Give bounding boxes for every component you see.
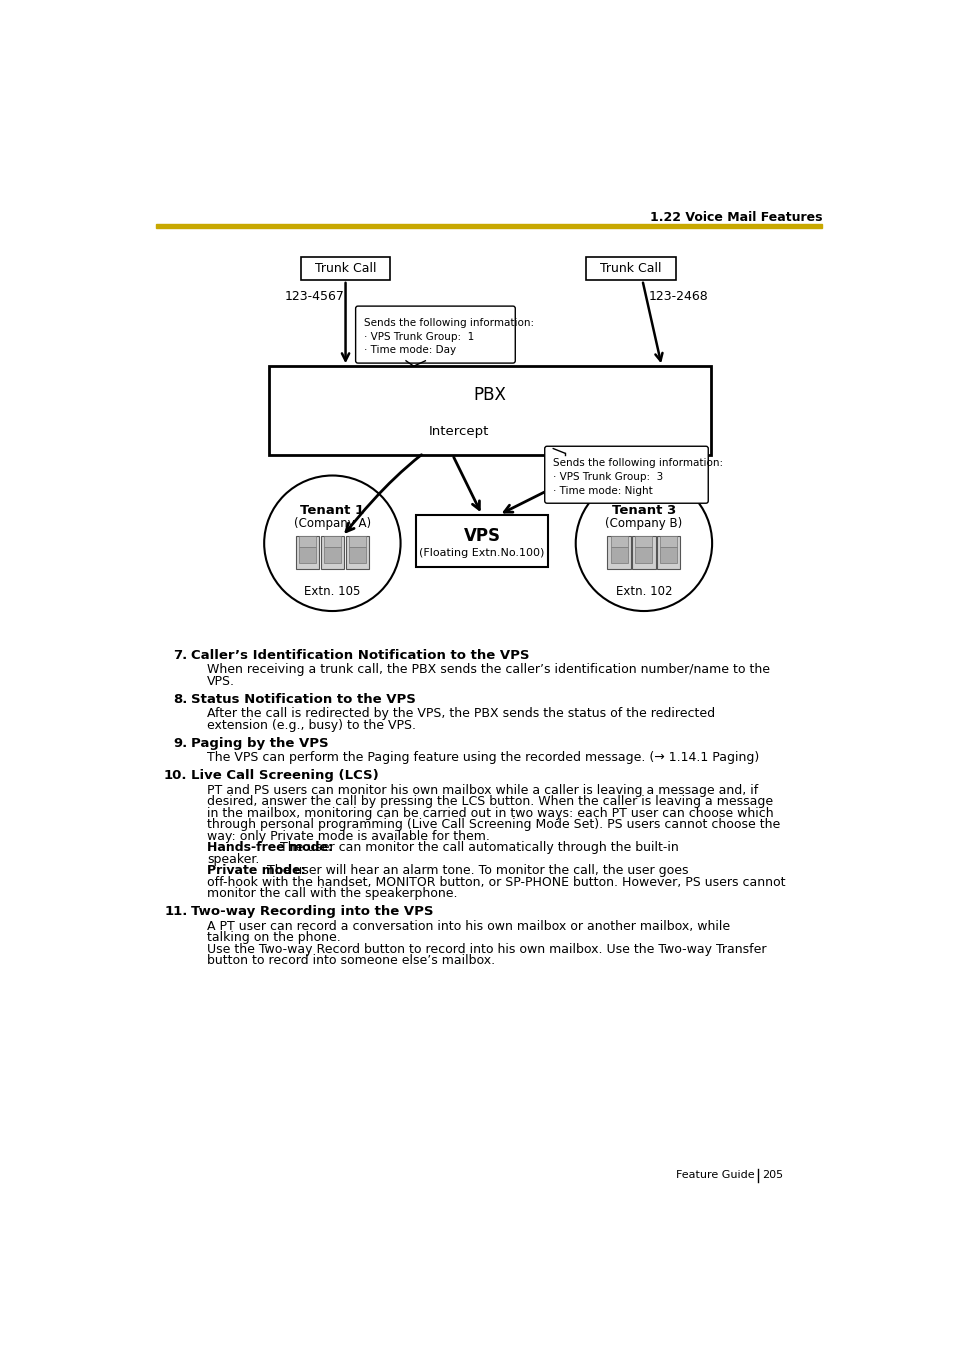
Text: speaker.: speaker. [207, 852, 259, 866]
Text: (Company A): (Company A) [294, 516, 371, 530]
Text: 205: 205 [761, 1170, 782, 1181]
Text: monitor the call with the speakerphone.: monitor the call with the speakerphone. [207, 888, 456, 901]
Text: The VPS can perform the Paging feature using the recorded message. (→ 1.14.1 Pag: The VPS can perform the Paging feature u… [207, 751, 759, 765]
FancyBboxPatch shape [610, 536, 627, 547]
FancyBboxPatch shape [295, 535, 319, 570]
Text: 8.: 8. [172, 693, 187, 705]
FancyBboxPatch shape [320, 535, 344, 570]
Text: Trunk Call: Trunk Call [314, 262, 375, 274]
Text: extension (e.g., busy) to the VPS.: extension (e.g., busy) to the VPS. [207, 719, 416, 732]
Text: · VPS Trunk Group:  3: · VPS Trunk Group: 3 [553, 471, 662, 482]
Text: Hands-free mode:: Hands-free mode: [207, 842, 333, 854]
FancyBboxPatch shape [607, 535, 630, 570]
FancyBboxPatch shape [269, 366, 710, 455]
FancyBboxPatch shape [610, 547, 627, 562]
FancyBboxPatch shape [659, 547, 677, 562]
Text: Intercept: Intercept [428, 426, 488, 438]
FancyBboxPatch shape [323, 536, 340, 547]
Text: When receiving a trunk call, the PBX sends the caller’s identification number/na: When receiving a trunk call, the PBX sen… [207, 663, 769, 677]
Text: Tenant 1: Tenant 1 [300, 504, 364, 517]
Text: 9.: 9. [173, 736, 187, 750]
Text: 1.22 Voice Mail Features: 1.22 Voice Mail Features [649, 211, 821, 224]
Text: Feature Guide: Feature Guide [676, 1170, 754, 1181]
Text: Use the Two-way Record button to record into his own mailbox. Use the Two-way Tr: Use the Two-way Record button to record … [207, 943, 765, 957]
Text: Paging by the VPS: Paging by the VPS [191, 736, 328, 750]
FancyBboxPatch shape [348, 536, 365, 547]
FancyBboxPatch shape [544, 446, 707, 503]
FancyBboxPatch shape [345, 535, 369, 570]
FancyBboxPatch shape [416, 515, 547, 567]
Text: · Time mode: Day: · Time mode: Day [364, 346, 456, 355]
Text: Sends the following information:: Sends the following information: [553, 458, 722, 467]
FancyArrowPatch shape [346, 455, 421, 532]
Text: Tenant 3: Tenant 3 [611, 504, 676, 517]
FancyBboxPatch shape [348, 547, 365, 562]
Text: (Floating Extn.No.100): (Floating Extn.No.100) [418, 549, 544, 558]
Text: talking on the phone.: talking on the phone. [207, 931, 340, 944]
Circle shape [264, 476, 400, 611]
Text: Two-way Recording into the VPS: Two-way Recording into the VPS [191, 905, 433, 919]
Text: Private mode:: Private mode: [207, 865, 305, 877]
Text: 10.: 10. [164, 769, 187, 782]
FancyBboxPatch shape [298, 547, 315, 562]
Text: 11.: 11. [164, 905, 187, 919]
Text: The user will hear an alarm tone. To monitor the call, the user goes: The user will hear an alarm tone. To mon… [262, 865, 687, 877]
Text: through personal programming (Live Call Screening Mode Set). PS users cannot cho: through personal programming (Live Call … [207, 819, 780, 831]
Text: 123-4567: 123-4567 [285, 290, 345, 304]
FancyBboxPatch shape [635, 547, 652, 562]
FancyBboxPatch shape [355, 307, 515, 363]
Bar [155, 224, 821, 227]
Text: VPS.: VPS. [207, 676, 234, 688]
Text: After the call is redirected by the VPS, the PBX sends the status of the redirec: After the call is redirected by the VPS,… [207, 708, 714, 720]
Text: desired, answer the call by pressing the LCS button. When the caller is leaving : desired, answer the call by pressing the… [207, 794, 772, 808]
FancyBboxPatch shape [298, 536, 315, 547]
Text: Caller’s Identification Notification to the VPS: Caller’s Identification Notification to … [191, 648, 529, 662]
Text: off-hook with the handset, MONITOR button, or SP-PHONE button. However, PS users: off-hook with the handset, MONITOR butto… [207, 875, 784, 889]
Text: Sends the following information:: Sends the following information: [364, 317, 534, 328]
FancyBboxPatch shape [585, 257, 675, 280]
Text: Trunk Call: Trunk Call [599, 262, 660, 274]
Text: PT and PS users can monitor his own mailbox while a caller is leaving a message : PT and PS users can monitor his own mail… [207, 784, 758, 797]
Text: · Time mode: Night: · Time mode: Night [553, 485, 652, 496]
Text: The user can monitor the call automatically through the built-in: The user can monitor the call automatica… [275, 842, 678, 854]
Text: A PT user can record a conversation into his own mailbox or another mailbox, whi: A PT user can record a conversation into… [207, 920, 729, 932]
Text: Status Notification to the VPS: Status Notification to the VPS [191, 693, 415, 705]
Text: · VPS Trunk Group:  1: · VPS Trunk Group: 1 [364, 331, 474, 342]
FancyBboxPatch shape [657, 535, 679, 570]
Text: Extn. 105: Extn. 105 [304, 585, 360, 597]
Text: Live Call Screening (LCS): Live Call Screening (LCS) [191, 769, 378, 782]
Text: 7.: 7. [173, 648, 187, 662]
Text: button to record into someone else’s mailbox.: button to record into someone else’s mai… [207, 954, 495, 967]
FancyBboxPatch shape [635, 536, 652, 547]
FancyBboxPatch shape [659, 536, 677, 547]
Text: way: only Private mode is available for them.: way: only Private mode is available for … [207, 830, 489, 843]
FancyBboxPatch shape [632, 535, 655, 570]
Text: Extn. 102: Extn. 102 [615, 585, 672, 597]
FancyBboxPatch shape [323, 547, 340, 562]
Text: 123-2468: 123-2468 [648, 290, 707, 304]
Text: (Company B): (Company B) [604, 516, 681, 530]
Text: in the mailbox, monitoring can be carried out in two ways: each PT user can choo: in the mailbox, monitoring can be carrie… [207, 807, 773, 820]
Circle shape [575, 476, 711, 611]
FancyBboxPatch shape [300, 257, 390, 280]
Text: PBX: PBX [473, 386, 506, 404]
Text: VPS: VPS [463, 527, 500, 546]
